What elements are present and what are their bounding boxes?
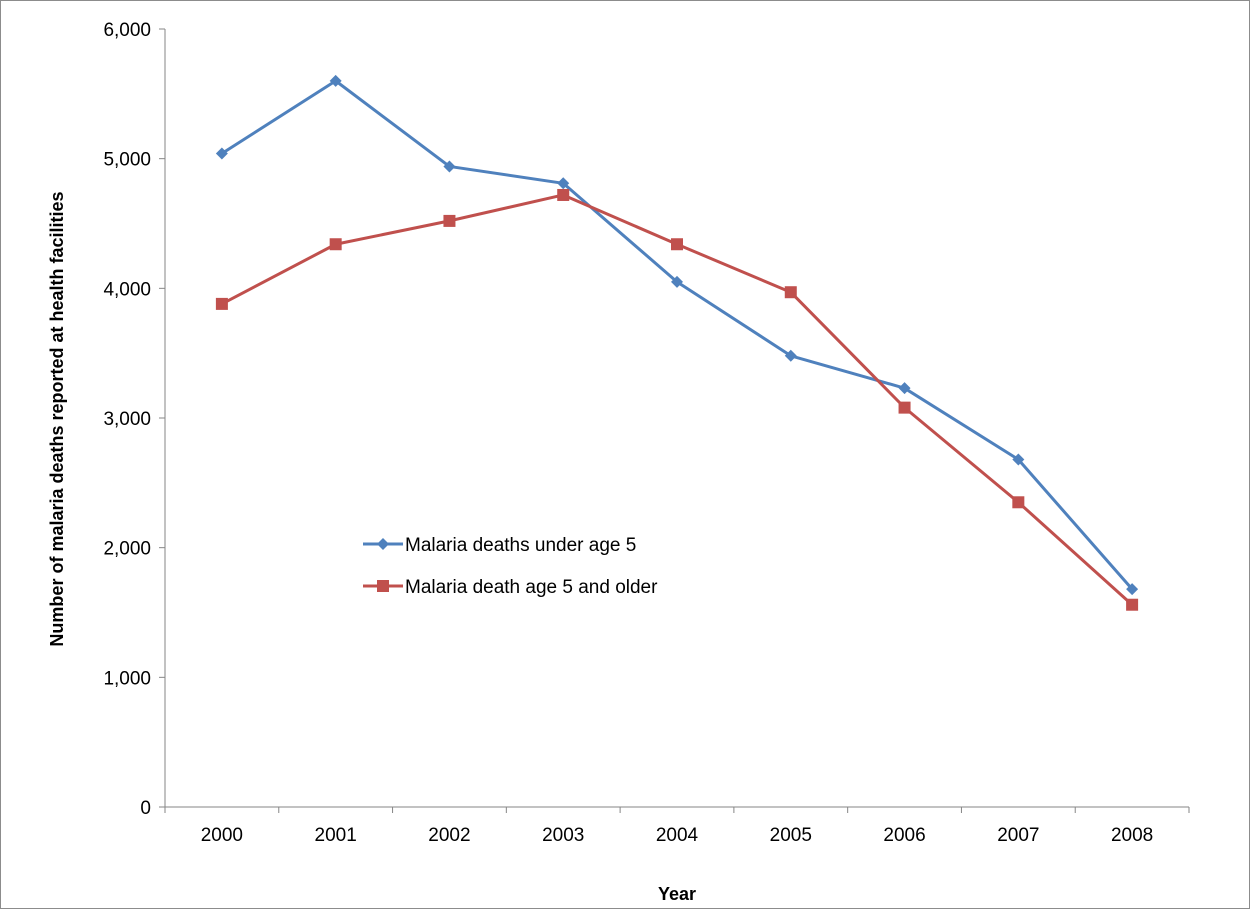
legend-item-under-5: Malaria deaths under age 5 <box>363 535 636 556</box>
x-ticks: 2000 2001 2002 2003 2004 2005 2006 2007 2008 <box>164 807 1190 846</box>
y-tick-label: 2,000 <box>103 539 151 560</box>
x-tick-label: 2003 <box>542 825 584 846</box>
x-axis-title: Year <box>658 884 696 904</box>
data-point-diamond <box>784 349 797 362</box>
series-line <box>221 193 1134 606</box>
data-point-diamond <box>557 177 570 190</box>
y-tick-label: 3,000 <box>103 409 151 430</box>
x-tick-label: 2002 <box>428 825 470 846</box>
data-point-square <box>1012 496 1025 509</box>
x-tick-label: 2005 <box>770 825 812 846</box>
y-tick-label: 1,000 <box>103 668 151 689</box>
legend-label-5-and-older: Malaria death age 5 and older <box>405 577 658 598</box>
data-point-diamond <box>215 147 228 160</box>
data-point-square <box>329 238 342 251</box>
y-tick-label: 5,000 <box>103 150 151 171</box>
y-ticks: 0 1,000 2,000 3,000 4,000 5,000 6,000 <box>103 20 165 819</box>
y-axis-title: Number of malaria deaths reported at hea… <box>47 191 67 646</box>
data-point-square <box>557 188 570 201</box>
data-point-square <box>443 214 456 227</box>
data-point-square <box>784 286 797 299</box>
data-point-diamond <box>671 275 683 288</box>
axes <box>164 29 1189 808</box>
legend: Malaria deaths under age 5 Malaria death… <box>363 535 658 598</box>
data-point-diamond <box>1012 453 1025 466</box>
legend-item-5-and-older: Malaria death age 5 and older <box>363 577 658 598</box>
x-tick-label: 2006 <box>883 825 925 846</box>
y-tick-label: 4,000 <box>103 279 151 300</box>
legend-diamond-marker <box>377 538 389 550</box>
data-point-diamond <box>329 74 342 87</box>
series-under-5 <box>215 74 1139 596</box>
legend-square-marker <box>377 580 389 592</box>
data-point-square <box>1126 598 1139 611</box>
data-point-diamond <box>898 382 911 395</box>
x-tick-label: 2008 <box>1111 825 1153 846</box>
series-5-and-older <box>215 188 1139 611</box>
data-point-square <box>671 238 683 251</box>
data-point-square <box>898 401 911 414</box>
x-tick-label: 2004 <box>656 825 699 846</box>
data-point-diamond <box>1126 583 1139 596</box>
x-tick-label: 2000 <box>201 825 243 846</box>
legend-label-under-5: Malaria deaths under age 5 <box>405 535 636 556</box>
series-line <box>221 79 1134 591</box>
y-tick-label: 6,000 <box>103 20 151 41</box>
x-tick-label: 2001 <box>315 825 357 846</box>
data-point-square <box>215 297 228 310</box>
data-point-diamond <box>443 160 456 173</box>
series-layer <box>215 74 1139 611</box>
y-tick-label: 0 <box>140 798 151 819</box>
x-tick-label: 2007 <box>997 825 1039 846</box>
